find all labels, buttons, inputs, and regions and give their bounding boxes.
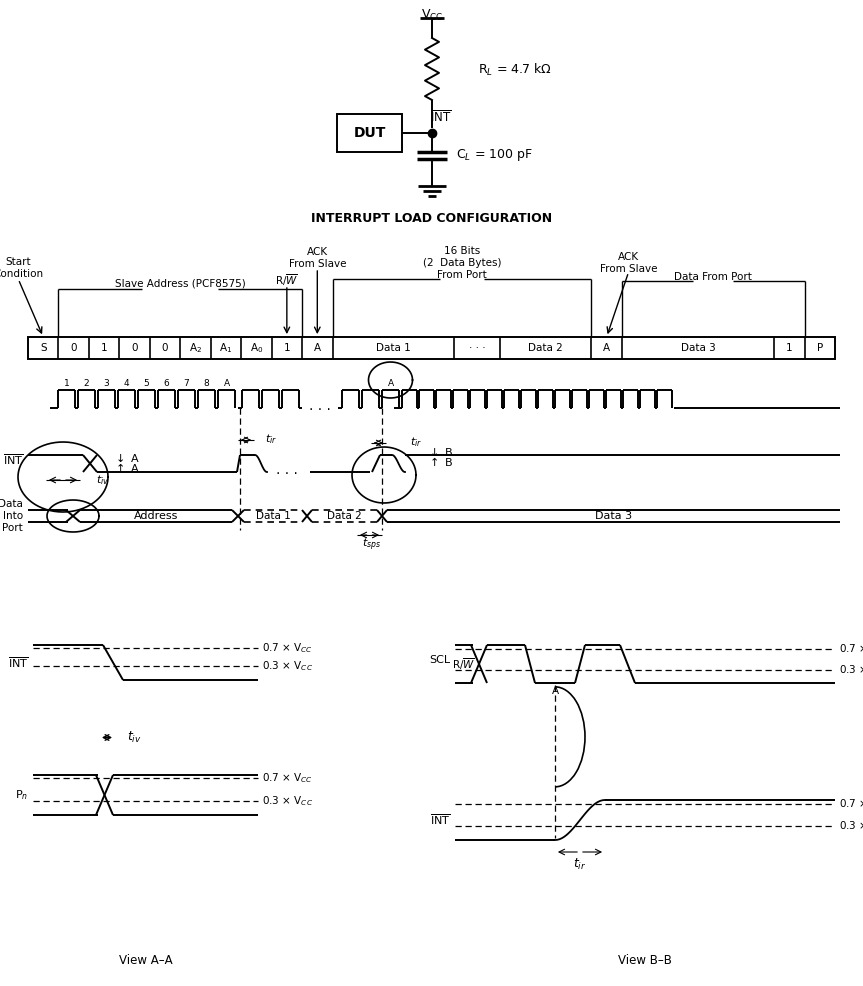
Text: 2: 2 (84, 379, 89, 387)
Text: $t_{iv}$: $t_{iv}$ (96, 473, 110, 487)
Text: $t_{ir}$: $t_{ir}$ (573, 857, 587, 872)
Text: Address: Address (134, 511, 178, 521)
Text: Data 3: Data 3 (595, 511, 632, 521)
Text: 0.7 $\times$ V$_{CC}$: 0.7 $\times$ V$_{CC}$ (839, 797, 863, 810)
Text: Data 1: Data 1 (376, 343, 411, 353)
Text: · · ·: · · · (469, 343, 486, 353)
Text: Slave Address (PCF8575): Slave Address (PCF8575) (115, 279, 246, 289)
Text: SCL: SCL (429, 655, 450, 665)
Text: 0: 0 (131, 343, 138, 353)
Text: A$_2$: A$_2$ (189, 341, 202, 355)
Text: S: S (40, 343, 47, 353)
Text: A$_1$: A$_1$ (219, 341, 232, 355)
Text: $t_{ir}$: $t_{ir}$ (265, 432, 277, 446)
Text: A: A (314, 343, 321, 353)
Text: 0.7 $\times$ V$_{CC}$: 0.7 $\times$ V$_{CC}$ (262, 771, 312, 785)
Text: 0.3 $\times$ V$_{CC}$: 0.3 $\times$ V$_{CC}$ (262, 659, 313, 672)
Text: 0.3 $\times$ V$_{CC}$: 0.3 $\times$ V$_{CC}$ (839, 819, 863, 833)
Text: 0: 0 (71, 343, 77, 353)
Text: V$_{\mathrm{CC}}$: V$_{\mathrm{CC}}$ (421, 8, 444, 23)
Text: DUT: DUT (353, 126, 386, 140)
Text: 8: 8 (204, 379, 210, 387)
Text: C$_L$ = 100 pF: C$_L$ = 100 pF (456, 147, 532, 163)
Text: 0.3 $\times$ V$_{CC}$: 0.3 $\times$ V$_{CC}$ (839, 663, 863, 676)
Text: R/$\overline{W}$: R/$\overline{W}$ (275, 272, 299, 288)
Text: R/$\overline{W}$: R/$\overline{W}$ (452, 657, 476, 671)
Text: A: A (603, 343, 610, 353)
Text: $\overline{\mathrm{INT}}$: $\overline{\mathrm{INT}}$ (8, 655, 28, 669)
Text: INTERRUPT LOAD CONFIGURATION: INTERRUPT LOAD CONFIGURATION (312, 212, 552, 225)
Text: $t_{sps}$: $t_{sps}$ (362, 536, 381, 553)
Text: A$_0$: A$_0$ (249, 341, 263, 355)
Text: $\overline{\mathrm{INT}}$: $\overline{\mathrm{INT}}$ (430, 812, 450, 827)
Text: Data 2: Data 2 (528, 343, 563, 353)
Text: $t_{iv}$: $t_{iv}$ (127, 730, 142, 745)
Text: 1: 1 (64, 379, 69, 387)
Text: View B–B: View B–B (618, 953, 672, 966)
Text: $\uparrow$ A: $\uparrow$ A (113, 461, 140, 474)
Text: 0.3 $\times$ V$_{CC}$: 0.3 $\times$ V$_{CC}$ (262, 794, 313, 808)
Text: $\downarrow$ B: $\downarrow$ B (427, 446, 453, 458)
Text: ACK
From Slave: ACK From Slave (288, 247, 346, 269)
Text: Start
Condition: Start Condition (0, 257, 43, 279)
Text: 3: 3 (104, 379, 110, 387)
Text: 0: 0 (161, 343, 168, 353)
Text: 0.7 $\times$ V$_{CC}$: 0.7 $\times$ V$_{CC}$ (839, 642, 863, 656)
Text: A: A (387, 379, 394, 387)
Text: 5: 5 (143, 379, 149, 387)
Text: ACK
From Slave: ACK From Slave (600, 252, 658, 274)
Text: 1: 1 (786, 343, 792, 353)
Text: · · ·: · · · (309, 403, 331, 417)
Text: 1: 1 (101, 343, 108, 353)
Text: Data 3: Data 3 (681, 343, 715, 353)
Bar (337, 114, 402, 152)
Text: $t_{ir}$: $t_{ir}$ (410, 435, 422, 449)
Text: 7: 7 (184, 379, 189, 387)
Text: 4: 4 (123, 379, 129, 387)
Text: $\uparrow$ B: $\uparrow$ B (427, 456, 453, 468)
Text: Data 2: Data 2 (327, 511, 362, 521)
Text: Data 1: Data 1 (255, 511, 290, 521)
Text: $\downarrow$ A: $\downarrow$ A (113, 452, 140, 464)
Text: A: A (551, 686, 558, 696)
Text: R$_L$ = 4.7 k$\Omega$: R$_L$ = 4.7 k$\Omega$ (478, 62, 551, 78)
Text: P: P (816, 343, 823, 353)
Text: Data
Into
Port: Data Into Port (0, 499, 23, 532)
Text: P$_n$: P$_n$ (15, 788, 28, 802)
Text: 16 Bits
(2  Data Bytes)
From Port: 16 Bits (2 Data Bytes) From Port (423, 246, 501, 280)
Text: View A–A: View A–A (119, 953, 173, 966)
Text: 1: 1 (284, 343, 290, 353)
Text: Data From Port: Data From Port (674, 272, 753, 282)
Text: 6: 6 (164, 379, 169, 387)
Text: 0.7 $\times$ V$_{CC}$: 0.7 $\times$ V$_{CC}$ (262, 641, 312, 655)
Text: $\overline{\mathrm{INT}}$: $\overline{\mathrm{INT}}$ (430, 109, 451, 125)
Text: A: A (224, 379, 230, 387)
Text: · · ·: · · · (276, 467, 298, 481)
Text: $\overline{\mathrm{INT}}$: $\overline{\mathrm{INT}}$ (3, 453, 23, 467)
Bar (28, 337, 835, 359)
